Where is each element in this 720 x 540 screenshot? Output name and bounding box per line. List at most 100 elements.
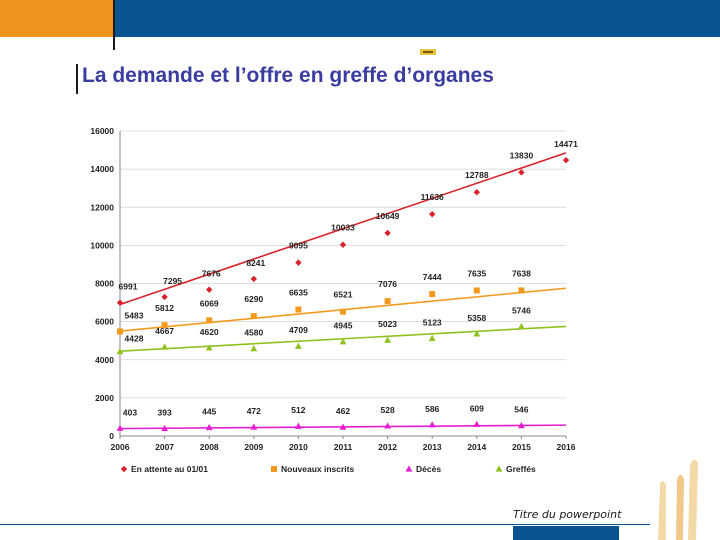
y-tick-label: 2000 [95, 393, 114, 403]
data-label: 10649 [376, 211, 400, 221]
data-label: 4945 [334, 321, 353, 331]
x-tick-label: 2013 [423, 442, 442, 452]
data-label: 4620 [200, 327, 219, 337]
data-label: 5483 [125, 310, 144, 320]
data-label: 11636 [421, 192, 444, 202]
footer-title: Titre du powerpoint [513, 508, 622, 521]
y-tick-label: 16000 [90, 126, 114, 136]
data-point [295, 342, 302, 349]
data-point [518, 421, 525, 429]
data-point [428, 334, 436, 341]
data-label: 6521 [334, 290, 353, 300]
y-tick-label: 8000 [95, 279, 114, 289]
data-label: 14471 [554, 139, 578, 149]
header-divider [113, 0, 115, 50]
data-point [295, 422, 302, 429]
data-point [250, 423, 258, 430]
data-point [116, 299, 124, 306]
legend-label: Décès [416, 464, 441, 474]
data-label: 12788 [465, 170, 489, 180]
data-label: 4667 [155, 326, 174, 336]
data-point [116, 347, 124, 355]
data-label: 7638 [512, 268, 531, 278]
data-point [473, 287, 480, 294]
data-label: 5358 [467, 313, 486, 323]
y-tick-label: 6000 [95, 317, 114, 327]
small-logo-icon [420, 49, 436, 55]
data-label: 7635 [467, 268, 486, 278]
data-label: 10033 [331, 223, 355, 233]
data-point [250, 345, 258, 352]
data-point [339, 338, 347, 345]
data-point [161, 322, 168, 329]
data-point [161, 424, 168, 432]
x-tick-label: 2007 [155, 442, 174, 452]
data-label: 546 [514, 405, 528, 415]
data-label: 6290 [244, 294, 263, 304]
data-point [473, 330, 481, 337]
data-point [518, 169, 525, 176]
y-tick-label: 0 [109, 431, 114, 441]
footer-line [0, 524, 650, 525]
data-label: 6991 [119, 282, 138, 292]
x-tick-label: 2006 [111, 442, 130, 452]
data-label: 5123 [423, 317, 442, 327]
data-point [295, 306, 302, 313]
data-label: 7295 [163, 276, 182, 286]
data-label: 586 [425, 404, 439, 414]
y-tick-label: 12000 [90, 202, 114, 212]
legend-marker [271, 466, 277, 472]
data-point [116, 424, 124, 431]
data-label: 512 [291, 405, 305, 415]
legend-marker [405, 465, 413, 472]
x-tick-label: 2014 [467, 442, 486, 452]
data-label: 5812 [155, 303, 174, 313]
trend-line-0 [119, 152, 567, 306]
data-point [429, 291, 436, 298]
data-point [295, 259, 302, 266]
y-tick-label: 4000 [95, 355, 114, 365]
x-tick-label: 2012 [378, 442, 397, 452]
y-tick-label: 14000 [90, 164, 114, 174]
decorative-brush-icon [658, 459, 698, 540]
legend-label: Greffés [506, 464, 536, 474]
x-tick-label: 2010 [289, 442, 308, 452]
data-point [340, 308, 346, 315]
x-tick-label: 2016 [557, 442, 576, 452]
data-point [384, 422, 391, 429]
data-point [518, 322, 525, 330]
data-label: 445 [202, 407, 216, 417]
title-accent-bar [76, 64, 78, 94]
data-point [384, 336, 391, 343]
data-label: 8241 [246, 258, 265, 268]
data-point [384, 229, 391, 237]
data-point [339, 241, 347, 248]
data-point [518, 287, 525, 294]
data-point [161, 343, 168, 350]
slide-title: La demande et l’offre en greffe d’organe… [82, 64, 494, 87]
y-tick-label: 10000 [90, 240, 114, 250]
data-label: 9095 [289, 241, 308, 251]
data-label: 4580 [244, 328, 263, 338]
data-point [384, 298, 391, 305]
data-point [473, 420, 481, 427]
data-label: 7444 [423, 272, 442, 282]
data-label: 5023 [378, 319, 397, 329]
x-tick-label: 2015 [512, 442, 531, 452]
x-tick-label: 2011 [334, 442, 353, 452]
legend-label: En attente au 01/01 [131, 464, 208, 474]
data-label: 393 [158, 408, 172, 418]
data-point [562, 156, 570, 164]
data-point [205, 344, 213, 351]
data-point [250, 275, 257, 283]
data-point [205, 423, 213, 431]
footer-blue-bar [513, 526, 619, 540]
x-tick-label: 2008 [200, 442, 219, 452]
data-label: 7676 [202, 269, 221, 279]
data-label: 528 [381, 405, 395, 415]
data-label: 5746 [512, 305, 531, 315]
data-point [250, 313, 257, 320]
data-point [161, 293, 168, 301]
legend-marker [120, 465, 128, 473]
header-orange-block [0, 0, 113, 37]
